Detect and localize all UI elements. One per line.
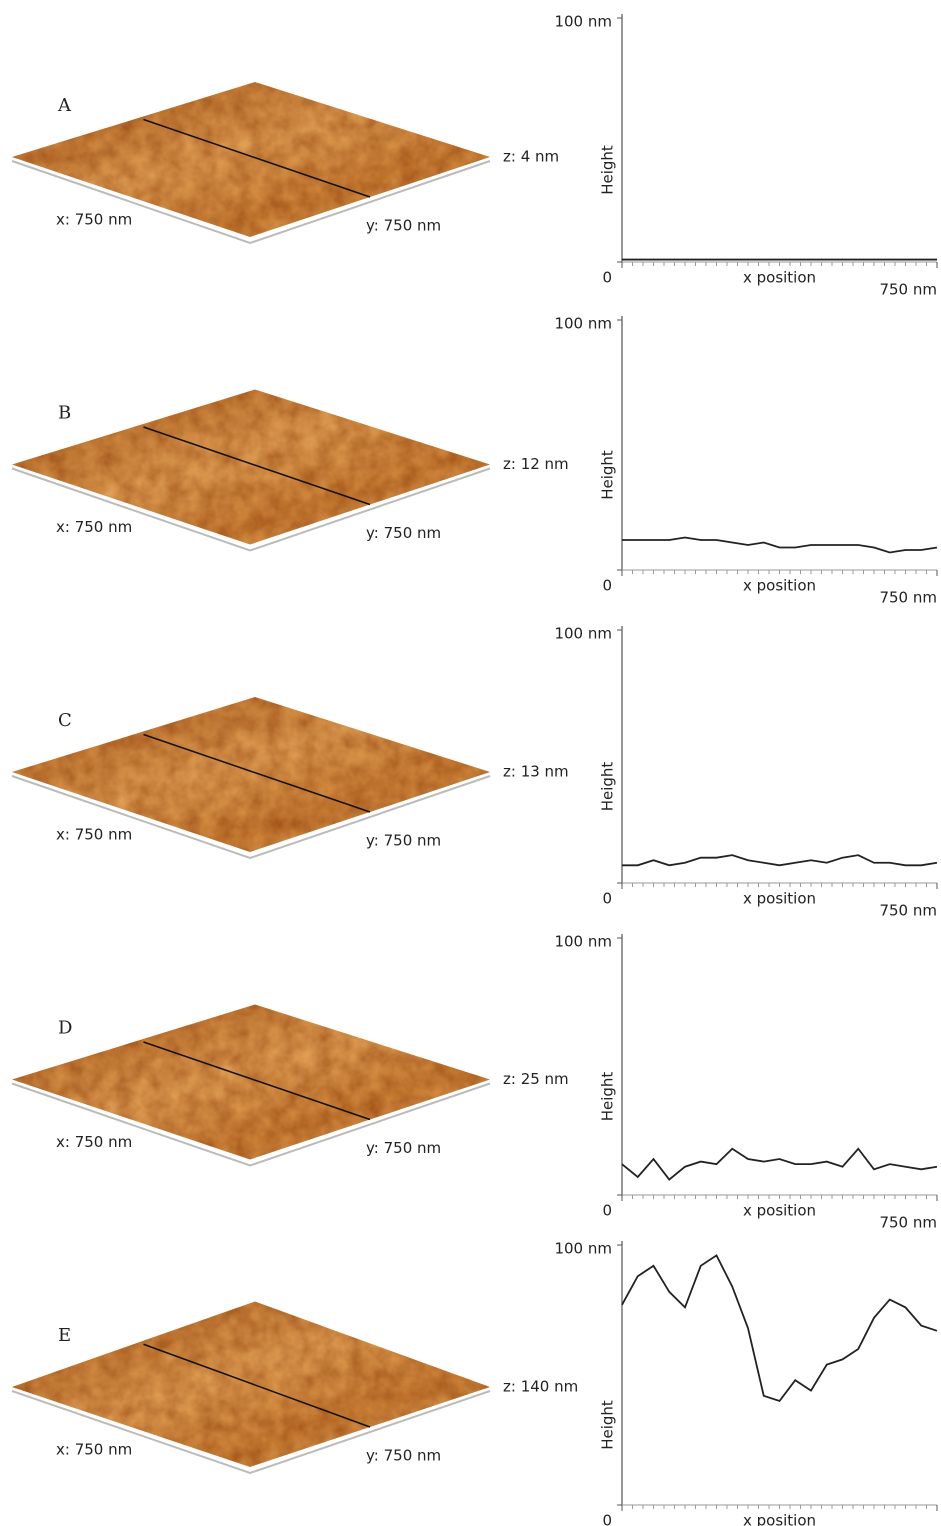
profile-line (622, 536, 938, 554)
image-z-label: z: 4 nm (503, 148, 559, 166)
image-y-label: y: 750 nm (366, 832, 441, 850)
y-tick-label: 0 (602, 1202, 612, 1220)
afm-base-edge (11, 1082, 491, 1167)
y-tick-label: 0 (602, 269, 612, 287)
afm-surface (12, 389, 490, 545)
afm-base-edge (11, 775, 491, 860)
x-tick-label: 750 nm (879, 1214, 937, 1232)
x-tick-label: 750 nm (879, 589, 937, 607)
x-axis-label: x position (743, 577, 816, 595)
scan-line (143, 118, 371, 198)
image-x-label: x: 750 nm (56, 211, 132, 229)
y-tick-label: 0 (602, 890, 612, 908)
x-tick-label: 750 nm (879, 902, 937, 920)
y-axis-label: Height (599, 1072, 617, 1122)
y-axis-label: Height (599, 450, 617, 500)
y-tick-label: 100 nm (554, 933, 612, 951)
image-x-label: x: 750 nm (56, 518, 132, 536)
y-axis-label: Height (599, 1400, 617, 1450)
afm-base-edge (11, 160, 491, 245)
afm-surface (12, 697, 490, 852)
y-tick-label: 0 (602, 1512, 612, 1526)
y-tick-label: 100 nm (554, 625, 612, 643)
image-x-label: x: 750 nm (56, 1133, 132, 1151)
image-y-label: y: 750 nm (366, 1139, 441, 1157)
x-axis-label: x position (743, 1512, 816, 1526)
x-tick-label: 750 nm (879, 1524, 937, 1526)
y-tick-label: 100 nm (554, 1240, 612, 1258)
image-y-label: y: 750 nm (366, 524, 441, 542)
image-z-label: z: 12 nm (503, 455, 569, 473)
y-axis-label: Height (599, 145, 617, 195)
image-y-label: y: 750 nm (366, 1447, 441, 1465)
afm-surface (12, 82, 490, 237)
scan-line (143, 1343, 371, 1428)
panel-label: B (58, 403, 71, 424)
image-z-label: z: 140 nm (503, 1378, 578, 1396)
afm-base-edge (11, 1390, 491, 1475)
x-tick-label: 750 nm (879, 281, 937, 299)
afm-base-edge (11, 467, 491, 552)
x-axis-label: x position (743, 890, 816, 908)
panel-label: A (57, 95, 72, 116)
image-z-label: z: 13 nm (503, 763, 569, 781)
y-tick-label: 0 (602, 577, 612, 595)
image-x-label: x: 750 nm (56, 1441, 132, 1459)
profile-line (621, 1147, 938, 1181)
image-y-label: y: 750 nm (366, 217, 441, 235)
x-axis-label: x position (743, 269, 816, 287)
y-tick-label: 100 nm (554, 315, 612, 333)
x-axis-label: x position (743, 1202, 816, 1220)
scan-line (143, 1041, 371, 1121)
y-tick-label: 100 nm (554, 13, 612, 31)
y-axis-label: Height (599, 762, 617, 812)
panel-label: D (58, 1018, 72, 1039)
image-x-label: x: 750 nm (56, 826, 132, 844)
image-z-label: z: 25 nm (503, 1070, 569, 1088)
panel-label: E (58, 1325, 71, 1346)
profile-line (622, 854, 938, 867)
scan-line (143, 426, 371, 506)
afm-surface (12, 1004, 490, 1160)
panel-label: C (58, 710, 72, 731)
profile-line (621, 1254, 938, 1403)
scan-line (143, 733, 371, 813)
